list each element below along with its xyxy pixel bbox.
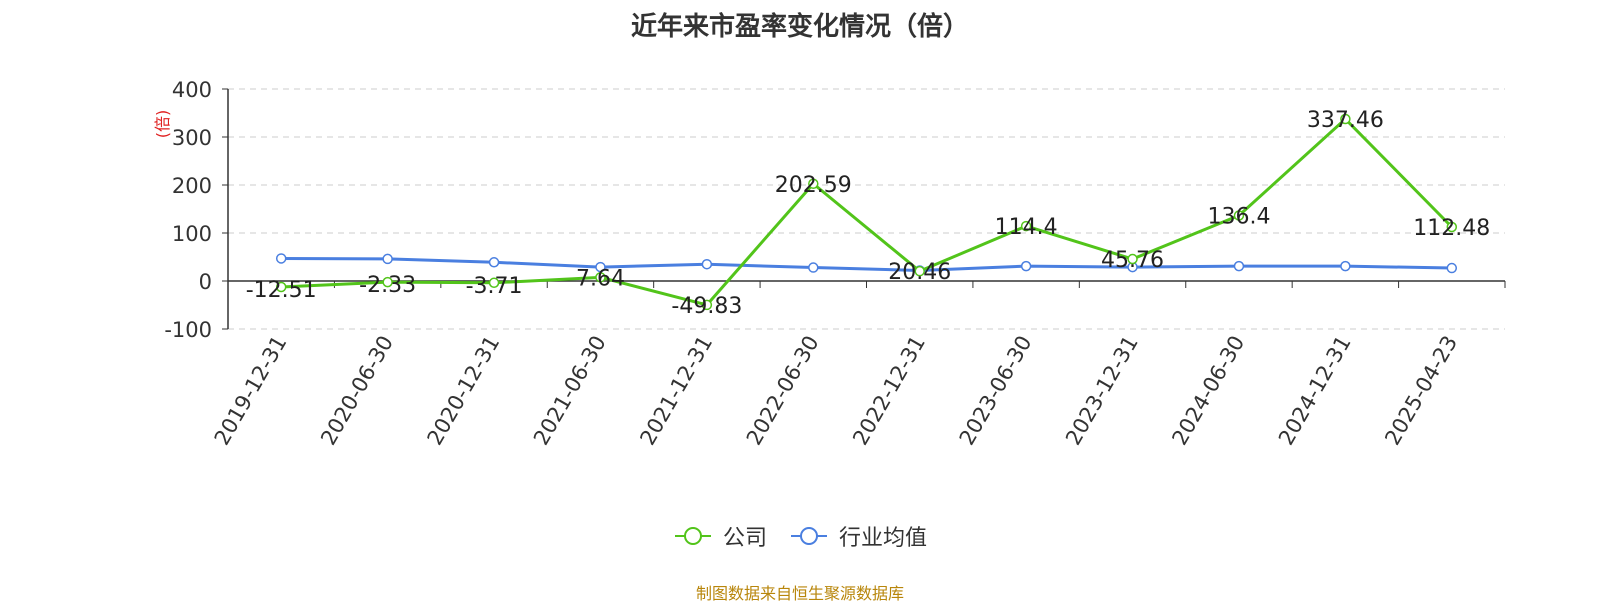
company-data-label: -12.51 — [246, 278, 317, 303]
legend-label-industry: 行业均值 — [839, 526, 928, 551]
company-data-label: -49.83 — [671, 294, 742, 319]
industry-point — [382, 253, 393, 265]
x-tick-label: 2024-06-30 — [1167, 332, 1249, 450]
company-point — [701, 299, 713, 311]
industry-point — [1446, 262, 1458, 274]
x-tick-label: 2020-06-30 — [316, 332, 398, 450]
y-tick-label: 400 — [172, 78, 212, 102]
data-source-note: 制图数据来自恒生聚源数据库 — [695, 584, 904, 603]
company-data-label: 45.76 — [1101, 248, 1164, 273]
y-tick-label: 100 — [172, 222, 212, 246]
x-tick-label: 2021-12-31 — [635, 332, 717, 450]
company-point — [1127, 253, 1138, 265]
industry-point — [1020, 260, 1032, 272]
x-tick-label: 2022-06-30 — [742, 332, 824, 450]
company-point — [914, 265, 925, 277]
company-point — [1340, 113, 1351, 125]
company-data-label: -2.33 — [359, 273, 416, 298]
x-tick-label: 2023-06-30 — [955, 332, 1037, 450]
chart-title: 近年来市盈率变化情况（倍） — [630, 12, 969, 42]
company-point — [275, 281, 287, 293]
company-point — [1020, 220, 1032, 232]
x-tick-label: 2023-12-31 — [1061, 332, 1143, 450]
legend-item-company[interactable]: 公司 — [673, 520, 767, 552]
legend: 公司 行业均值 — [0, 520, 1600, 552]
industry-series-line — [281, 256, 1452, 272]
company-series-line — [281, 117, 1453, 307]
x-tick-label: 2024-12-31 — [1274, 332, 1356, 450]
x-tick-label: 2021-06-30 — [529, 332, 611, 450]
legend-label-company: 公司 — [722, 526, 767, 551]
y-tick-label: -100 — [164, 318, 212, 342]
company-point — [808, 178, 819, 190]
y-tick-label: 0 — [199, 270, 212, 294]
company-data-label: 114.4 — [995, 215, 1058, 240]
legend-company-line-icon — [674, 527, 711, 545]
company-data-label: -3.71 — [466, 274, 523, 299]
company-point — [1233, 210, 1245, 221]
x-tick-label: 2025-04-23 — [1380, 332, 1462, 450]
company-point — [382, 276, 393, 288]
x-tick-label: 2020-12-31 — [423, 331, 505, 449]
company-data-label: 7.64 — [576, 266, 625, 291]
company-point — [595, 272, 606, 283]
industry-point — [808, 262, 819, 273]
company-point — [1446, 221, 1458, 233]
industry-point — [1340, 260, 1351, 272]
industry-point — [701, 258, 713, 270]
y-axis-unit-label: (倍) — [153, 110, 172, 139]
company-data-label: 112.48 — [1413, 216, 1490, 241]
company-data-label: 20.46 — [888, 260, 951, 285]
y-tick-label: 300 — [172, 126, 212, 150]
x-tick-label: 2019-12-31 — [210, 332, 292, 450]
industry-point — [595, 261, 606, 273]
industry-point — [275, 253, 287, 264]
company-data-label: 202.59 — [775, 173, 852, 198]
x-tick-label: 2022-12-31 — [848, 331, 930, 449]
industry-point — [1233, 260, 1245, 272]
company-data-label: 136.4 — [1207, 205, 1270, 230]
company-data-label: 337.46 — [1307, 108, 1384, 133]
legend-item-industry[interactable]: 行业均值 — [789, 520, 927, 552]
legend-industry-line-icon — [791, 527, 827, 545]
industry-point — [488, 257, 500, 268]
y-tick-label: 200 — [172, 174, 212, 198]
company-point — [488, 277, 500, 289]
